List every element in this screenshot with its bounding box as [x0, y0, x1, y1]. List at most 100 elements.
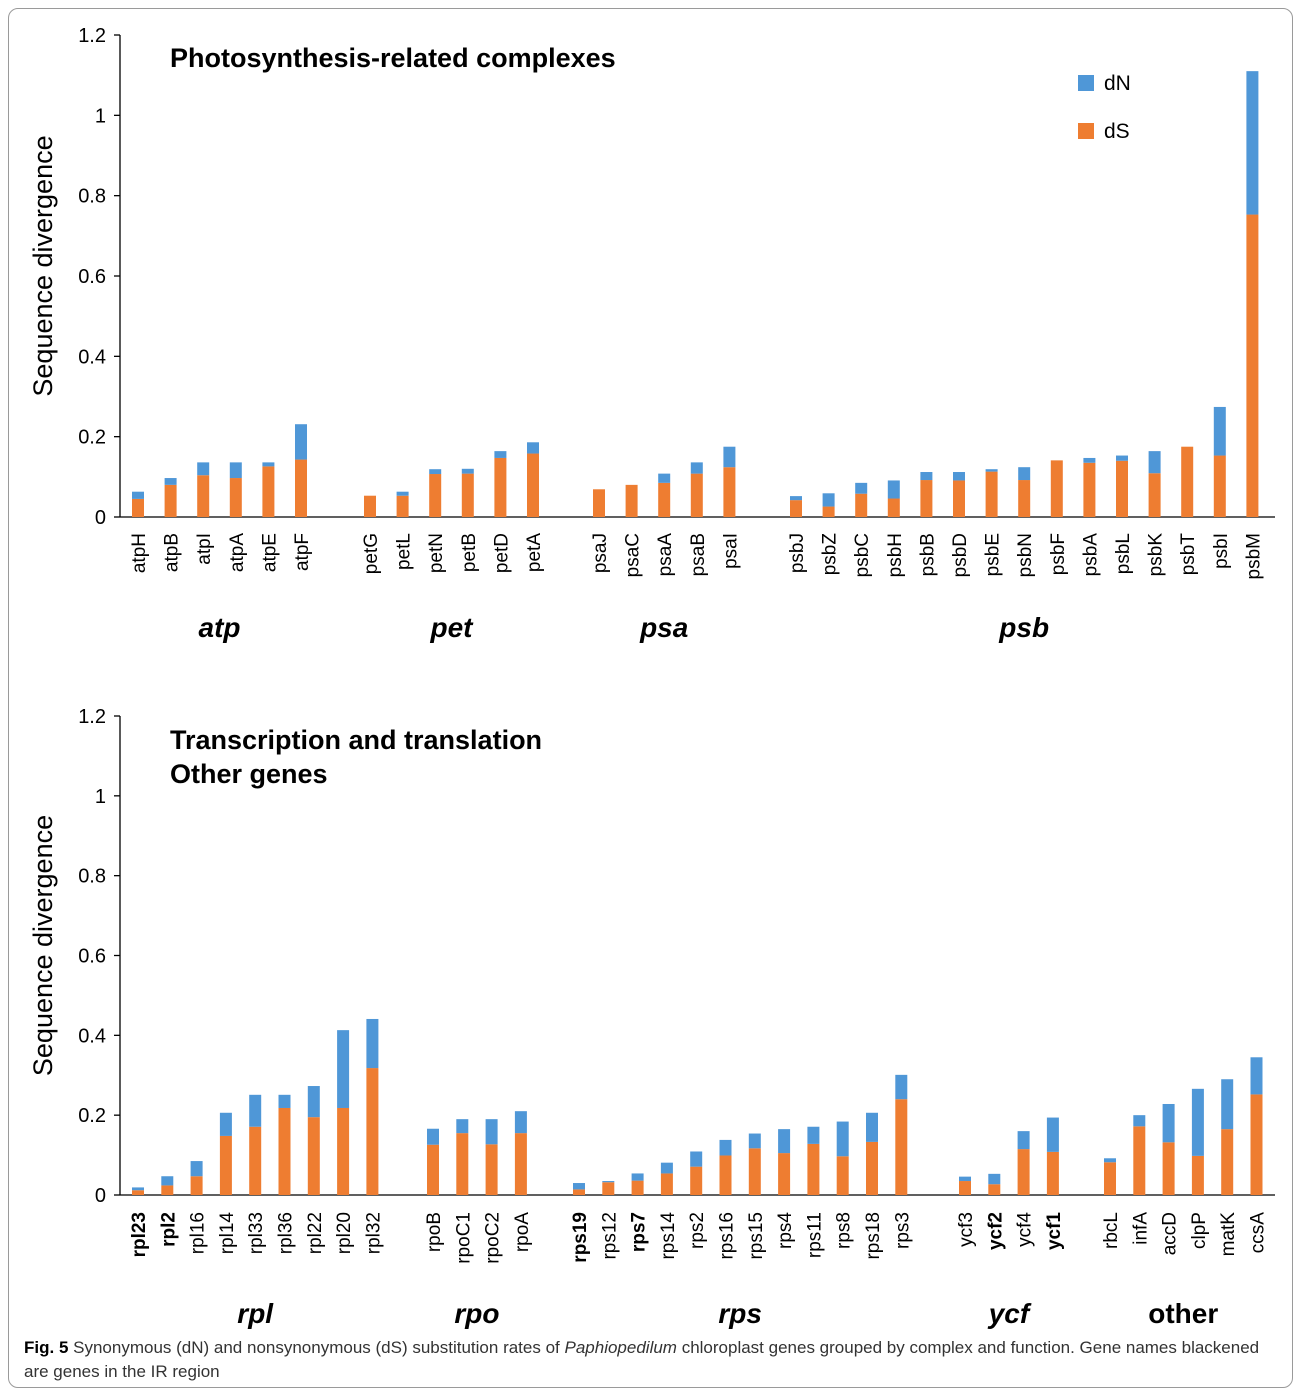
y-axis-label: Sequence divergence: [28, 815, 58, 1076]
gene-label: psbE: [983, 533, 1004, 576]
gene-label: psbL: [1113, 533, 1134, 574]
gene-label: rps18: [863, 1212, 884, 1260]
y-tick-label: 0.4: [78, 1025, 106, 1047]
bar-dN-psbB: [920, 472, 933, 481]
bar-dS-rpl33: [249, 1126, 262, 1195]
bar-dN-rps8: [836, 1121, 849, 1157]
gene-label: psaI: [720, 533, 741, 569]
legend-swatch-dS: [1078, 123, 1094, 139]
bar-dN-ccsA: [1250, 1057, 1263, 1095]
bar-dS-rps18: [866, 1141, 878, 1195]
bar-dS-psbD: [953, 480, 965, 517]
bar-dS-matK: [1221, 1129, 1234, 1195]
caption-text-after: chloroplast genes grouped by complex and…: [24, 1338, 1260, 1381]
bar-dS-psbF: [1050, 460, 1063, 517]
gene-label: rpl36: [276, 1212, 297, 1254]
bar-dS-ycf3: [959, 1181, 971, 1195]
bar-dS-rpl23: [132, 1190, 144, 1195]
chart-1: 0 0.2 0.4 0.6 0.8 1 1.2 Sequence divergence Phot…: [28, 25, 1275, 643]
bar-dS-rbcL: [1104, 1162, 1116, 1195]
gene-label: rpl14: [217, 1212, 238, 1255]
bar-dS-psbE: [985, 471, 998, 517]
bar-dS-rps8: [836, 1156, 849, 1195]
gene-label: rbcL: [1101, 1212, 1122, 1249]
bar-dN-rpl16: [190, 1161, 203, 1177]
bar-dN-rps2: [690, 1151, 703, 1167]
group-label: ycf: [987, 1298, 1032, 1329]
bar-dS-petN: [429, 474, 442, 517]
group-label: psa: [639, 612, 688, 643]
group-label: other: [1148, 1298, 1218, 1329]
bar-dS-psbT: [1181, 446, 1194, 517]
bar-dS-psbA: [1083, 462, 1096, 517]
gene-label: rpl22: [305, 1212, 326, 1254]
figure-caption: Fig. 5 Synonymous (dN) and nonsynonymous…: [24, 1336, 1274, 1384]
bar-dS-rpl16: [190, 1176, 203, 1195]
bar-dN-psaA: [658, 473, 671, 483]
bar-dN-psbC: [855, 482, 868, 494]
bar-dN-petN: [429, 469, 442, 475]
bar-dS-atpA: [229, 478, 242, 517]
bar-dN-atpF: [295, 424, 307, 460]
bar-dN-petA: [527, 442, 539, 454]
gene-label: atpF: [292, 533, 313, 571]
bar-dS-rpl20: [337, 1107, 350, 1195]
caption-italic: Paphiopedilum: [564, 1338, 677, 1357]
y-tick-label: 1: [95, 786, 106, 808]
gene-label: rps19: [570, 1212, 591, 1263]
bar-dN-ycf1: [1046, 1117, 1059, 1152]
gene-label: rpoC2: [483, 1212, 504, 1264]
gene-label: ycf2: [985, 1212, 1006, 1250]
bar-dS-rpl2: [161, 1185, 174, 1195]
group-label: psb: [998, 612, 1049, 643]
gene-label: clpP: [1189, 1212, 1210, 1249]
gene-label: psbM: [1243, 533, 1264, 579]
bar-dS-atpH: [132, 498, 144, 517]
bar-dN-psbZ: [822, 493, 835, 507]
gene-label: ycf1: [1044, 1212, 1065, 1250]
gene-label: rps11: [804, 1212, 825, 1258]
y-tick-label: 0.2: [78, 1105, 106, 1127]
bar-dS-rpl22: [307, 1117, 320, 1195]
gene-label: rps12: [599, 1212, 620, 1260]
bar-dN-rpoC2: [485, 1119, 498, 1145]
y-tick-label: 0.8: [78, 866, 106, 888]
bar-dN-infA: [1133, 1115, 1146, 1127]
bar-dS-psbL: [1116, 460, 1128, 517]
bar-dN-rps16: [719, 1139, 732, 1156]
group-label: atp: [199, 612, 241, 643]
bar-dS-rps3: [895, 1099, 908, 1195]
chart-title-line: Other genes: [170, 759, 328, 789]
gene-label: psbA: [1080, 533, 1101, 577]
gene-label: rps14: [658, 1212, 679, 1260]
bar-dN-psbD: [953, 472, 965, 481]
caption-label: Fig. 5: [24, 1338, 69, 1357]
bar-dN-petB: [461, 468, 474, 474]
gene-label: psbN: [1015, 533, 1036, 577]
bar-dN-rps15: [748, 1133, 761, 1149]
chart-2: 0 0.2 0.4 0.6 0.8 1 1.2 Sequence divergence Tran…: [28, 706, 1275, 1329]
bar-dN-rps14: [660, 1162, 673, 1174]
bar-dS-ycf2: [988, 1184, 1001, 1195]
bar-dN-clpP: [1191, 1088, 1204, 1156]
y-tick-label: 0.8: [78, 186, 106, 208]
gene-label: psbH: [885, 533, 906, 577]
bar-dN-rpl2: [161, 1176, 174, 1186]
bar-dS-rps19: [573, 1189, 585, 1195]
legend-label-dN: dN: [1104, 72, 1131, 95]
bar-dS-rps2: [690, 1166, 703, 1195]
gene-label: rpl33: [246, 1212, 267, 1254]
legend-swatch-dN: [1078, 75, 1094, 91]
figure-frame: [8, 8, 1293, 1388]
y-tick-label: 1.2: [78, 25, 106, 47]
gene-label: atpA: [227, 533, 248, 572]
bar-dS-ycf1: [1046, 1151, 1059, 1195]
bar-dS-rps11: [807, 1143, 820, 1195]
bar-dS-psaB: [690, 473, 703, 517]
bar-dS-psbK: [1148, 473, 1161, 517]
bar-dN-psbA: [1083, 457, 1096, 463]
bar-dN-psbK: [1148, 451, 1161, 474]
gene-label: atpH: [129, 533, 150, 573]
gene-label: infA: [1130, 1212, 1151, 1245]
figure-charts: 0 0.2 0.4 0.6 0.8 1 1.2 Sequence divergence Phot…: [28, 25, 1275, 1329]
